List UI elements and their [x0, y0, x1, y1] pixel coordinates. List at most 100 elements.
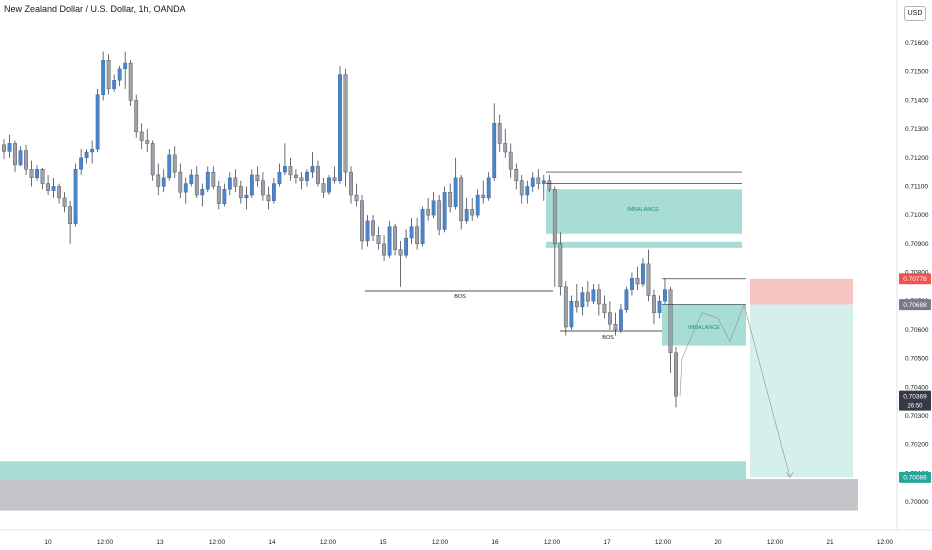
candle-body — [211, 171, 216, 187]
candle-body — [68, 206, 73, 224]
candle-body — [371, 220, 375, 236]
candle-body — [563, 286, 568, 328]
candle-body — [448, 191, 453, 207]
x-tick-label: 14 — [268, 539, 276, 546]
candle-body — [277, 171, 282, 184]
candle-body — [652, 295, 656, 313]
candle-body — [596, 289, 601, 305]
price-label-text: 0.70369 — [903, 393, 927, 400]
candle-body — [365, 220, 370, 242]
candle-body — [409, 226, 414, 239]
candle-body — [18, 150, 23, 166]
candle-body — [674, 352, 678, 397]
imbalance-upper — [546, 189, 742, 234]
currency-button[interactable]: USD — [904, 6, 926, 21]
x-tick-label: 21 — [826, 539, 834, 546]
candle-body — [150, 143, 155, 176]
candle-body — [415, 226, 420, 245]
candle-body — [327, 177, 331, 193]
lines-layer: BOS BOS IMBALANCE IMBALANCE — [365, 171, 794, 478]
candle-body — [161, 177, 166, 187]
candle-body — [541, 180, 546, 184]
candle-body — [128, 62, 133, 101]
candle-body — [95, 94, 100, 150]
candle-body — [354, 194, 359, 201]
bos-label-2: BOS — [602, 335, 614, 341]
candle-body — [73, 169, 78, 224]
candle-body — [7, 143, 12, 152]
y-tick-label: 0.71100 — [905, 183, 928, 190]
x-tick-label: 12:00 — [320, 539, 337, 546]
y-tick-label: 0.70800 — [905, 270, 929, 277]
candle-body — [178, 171, 183, 193]
x-tick-label: 16 — [491, 539, 499, 546]
candle-body — [338, 74, 342, 181]
candle-body — [194, 174, 199, 196]
candle-body — [255, 174, 260, 181]
y-tick-label: 0.71300 — [905, 126, 929, 133]
candle-body — [657, 300, 662, 313]
x-tick-label: 12:00 — [432, 539, 449, 546]
price-label-bg — [899, 390, 931, 411]
candle-body — [619, 309, 623, 331]
y-tick-label: 0.70600 — [905, 327, 929, 334]
candle-body — [200, 189, 205, 196]
candle-body — [288, 166, 293, 176]
x-tick-label: 12:00 — [655, 539, 672, 546]
projection-path — [679, 303, 791, 478]
candle-body — [547, 180, 552, 190]
candle-body — [13, 143, 17, 166]
candle-body — [62, 197, 67, 207]
support-zone — [0, 461, 746, 480]
candle-body — [156, 174, 161, 187]
candle-body — [558, 243, 563, 288]
candle-body — [519, 180, 524, 196]
candle-body — [393, 226, 397, 250]
candle-body — [641, 263, 645, 285]
candle-body — [57, 186, 61, 199]
x-tick-label: 17 — [603, 539, 611, 546]
bos-label-1: BOS — [454, 294, 466, 300]
x-tick-label: 20 — [714, 539, 722, 546]
candle-body — [668, 289, 673, 354]
candle-body — [459, 177, 464, 222]
candle-body — [101, 60, 106, 95]
candle-body — [29, 169, 34, 179]
x-tick-label: 12:00 — [877, 539, 894, 546]
candle-body — [525, 186, 530, 196]
candle-body — [266, 194, 271, 201]
candle-body — [360, 200, 364, 242]
candle-body — [349, 171, 353, 196]
candle-body — [112, 80, 117, 90]
candle-body — [635, 278, 640, 285]
imbalance-label-1: IMBALANCE — [627, 207, 659, 213]
price-label-countdown: 26:50 — [907, 404, 923, 410]
candle-body — [299, 177, 304, 181]
candle-body — [404, 237, 409, 256]
y-tick-label: 0.71400 — [905, 97, 929, 104]
candle-body — [310, 166, 315, 173]
chart-title: New Zealand Dollar / U.S. Dollar, 1h, OA… — [4, 4, 186, 14]
candle-body — [238, 186, 243, 199]
price-label-bg — [899, 299, 931, 311]
candle-body — [222, 189, 227, 204]
candle-body — [508, 151, 513, 170]
x-tick-label: 12:00 — [544, 539, 561, 546]
y-tick-label: 0.70400 — [905, 384, 929, 391]
candle-body — [260, 180, 265, 196]
candle-body — [630, 278, 634, 290]
candle-body — [51, 186, 56, 191]
price-label-text: 0.70086 — [903, 475, 927, 482]
x-tick-label: 10 — [44, 539, 52, 546]
candle-body — [205, 171, 210, 190]
candle-body — [79, 157, 84, 170]
candle-body — [607, 312, 612, 325]
candle-body — [569, 300, 574, 328]
candle-body — [585, 292, 590, 302]
candle-body — [172, 154, 177, 173]
candle-body — [233, 177, 238, 187]
candle-body — [40, 169, 45, 184]
